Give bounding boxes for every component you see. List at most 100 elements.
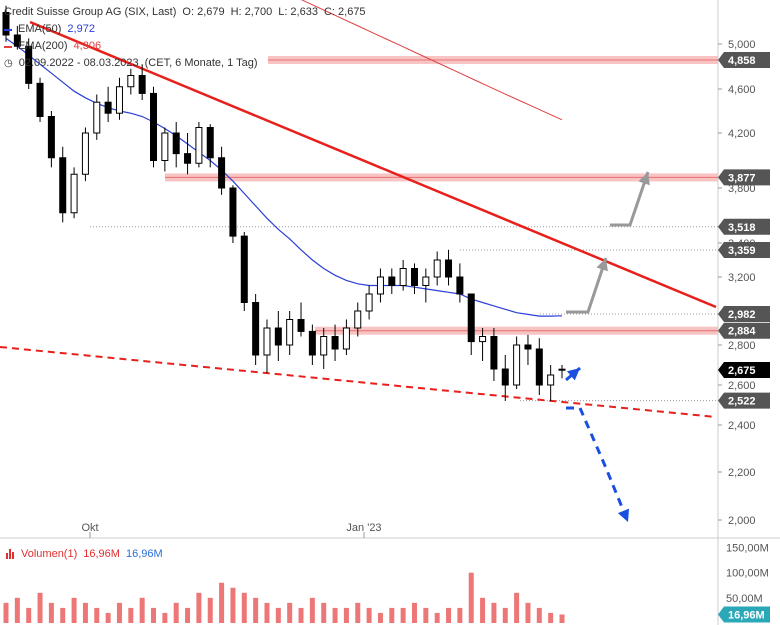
price-tag-label: 4,858 xyxy=(728,55,756,67)
y-tick-label: 2,600 xyxy=(728,380,756,392)
candle-body xyxy=(399,268,407,286)
candle-body xyxy=(13,34,21,47)
volume-bar xyxy=(162,612,168,623)
instrument-title: Credit Suisse Group AG (SIX, Last) xyxy=(4,6,177,18)
gray-arrow-up-2 xyxy=(610,171,650,227)
candle-body xyxy=(467,293,475,343)
candle-body xyxy=(81,132,89,175)
volume-bar xyxy=(309,597,315,623)
legend-ema50-row[interactable]: EMA(50) 2,972 xyxy=(4,21,372,38)
volume-bar xyxy=(241,592,247,623)
blue-arrow-down xyxy=(566,406,630,523)
ema50-value: 2,972 xyxy=(67,23,95,35)
price-tag-bg xyxy=(718,306,770,323)
candle-body xyxy=(274,327,282,346)
candle-body xyxy=(47,116,55,159)
y-tick-label: 4,600 xyxy=(728,84,756,96)
candle-body xyxy=(2,12,10,36)
candle-body xyxy=(184,153,192,164)
volume-bar xyxy=(196,592,202,623)
candle-body xyxy=(286,319,294,346)
volume-bar xyxy=(514,592,520,623)
candle-body xyxy=(331,336,339,350)
chart-legend: Credit Suisse Group AG (SIX, Last) O: 2,… xyxy=(4,4,372,72)
volume-bar xyxy=(366,607,372,623)
volume-bar xyxy=(321,602,327,623)
volume-bar xyxy=(423,607,429,623)
gray-arrow-up-1-head xyxy=(596,258,608,272)
price-tag-label: 3,877 xyxy=(728,172,756,184)
volume-bar xyxy=(480,597,486,623)
candle-body xyxy=(547,374,555,386)
volume-bar xyxy=(536,607,542,623)
candle-body xyxy=(206,127,214,159)
volume-bar xyxy=(275,607,281,623)
volume-bar xyxy=(48,602,54,623)
volume-bar xyxy=(230,587,236,623)
candle-body xyxy=(320,336,328,356)
candle-body xyxy=(195,127,203,164)
candle-body xyxy=(70,173,78,214)
candle-body xyxy=(501,368,509,386)
volume-bar xyxy=(434,612,440,623)
candle-body xyxy=(25,45,33,84)
volume-bar xyxy=(332,607,338,623)
volume-bar xyxy=(457,607,463,623)
volume-bar xyxy=(491,602,497,623)
candle-body xyxy=(104,101,112,114)
ema50-swatch xyxy=(4,28,12,31)
y-tick-label: 3,800 xyxy=(728,183,756,195)
ema200-label: EMA(200) xyxy=(18,40,68,52)
y-tick-label: 2,400 xyxy=(728,420,756,432)
price-tag-label: 2,884 xyxy=(728,326,756,338)
volume-bar xyxy=(219,582,225,623)
volume-bar xyxy=(71,597,77,623)
volume-bar xyxy=(525,602,531,623)
candle-body xyxy=(365,293,373,312)
volume-bar xyxy=(173,602,179,623)
period-info: (CET, 6 Monate, 1 Tag) xyxy=(144,57,258,69)
candle-body xyxy=(445,259,453,278)
candle-body xyxy=(240,235,248,303)
price-tag-label: 2,675 xyxy=(728,365,756,377)
candle-body xyxy=(93,101,101,134)
price-tag-bg xyxy=(718,241,770,258)
y-tick-label: 3,200 xyxy=(728,272,756,284)
volume-bar xyxy=(468,572,474,623)
volume-bar xyxy=(287,602,293,623)
legend-title-row: Credit Suisse Group AG (SIX, Last) O: 2,… xyxy=(4,4,372,21)
volume-bar xyxy=(355,602,361,623)
volume-bar xyxy=(139,597,145,623)
candle-body xyxy=(297,319,305,332)
candle-body xyxy=(354,310,362,329)
volume-tag-label: 16,96M xyxy=(728,609,765,621)
volume-bar xyxy=(26,607,32,623)
candle-body xyxy=(490,336,498,370)
blue-arrow-up-head xyxy=(566,368,580,381)
volume-value-blue: 16,96M xyxy=(125,548,163,560)
volume-bar xyxy=(94,607,100,623)
price-tag-label: 3,518 xyxy=(728,222,756,234)
date-range: 02.09.2022 - 08.03.2023 xyxy=(18,57,139,69)
legend-ema200-row[interactable]: EMA(200) 4,306 xyxy=(4,38,372,55)
price-tag-label: 3,359 xyxy=(728,245,756,257)
ema200-swatch xyxy=(4,45,12,48)
volume-bar xyxy=(548,612,554,623)
price-tag-bg xyxy=(718,51,770,68)
volume-bar xyxy=(502,607,508,623)
blue-arrow-down-head xyxy=(617,508,630,522)
volume-bars-icon xyxy=(6,549,15,559)
low-value: L: 2,633 xyxy=(278,6,318,18)
volume-bar xyxy=(82,602,88,623)
candle-body xyxy=(138,75,146,94)
volume-bar xyxy=(185,607,191,623)
close-value: C: 2,675 xyxy=(323,6,366,18)
volume-bar xyxy=(264,602,270,623)
volume-bar xyxy=(389,607,395,623)
volume-tick-label: 100,00M xyxy=(726,568,769,580)
volume-bar xyxy=(3,602,9,623)
price-tag-bg xyxy=(718,169,770,186)
gray-arrow-up-1 xyxy=(566,257,608,314)
volume-tick-label: 150,00M xyxy=(726,543,769,555)
